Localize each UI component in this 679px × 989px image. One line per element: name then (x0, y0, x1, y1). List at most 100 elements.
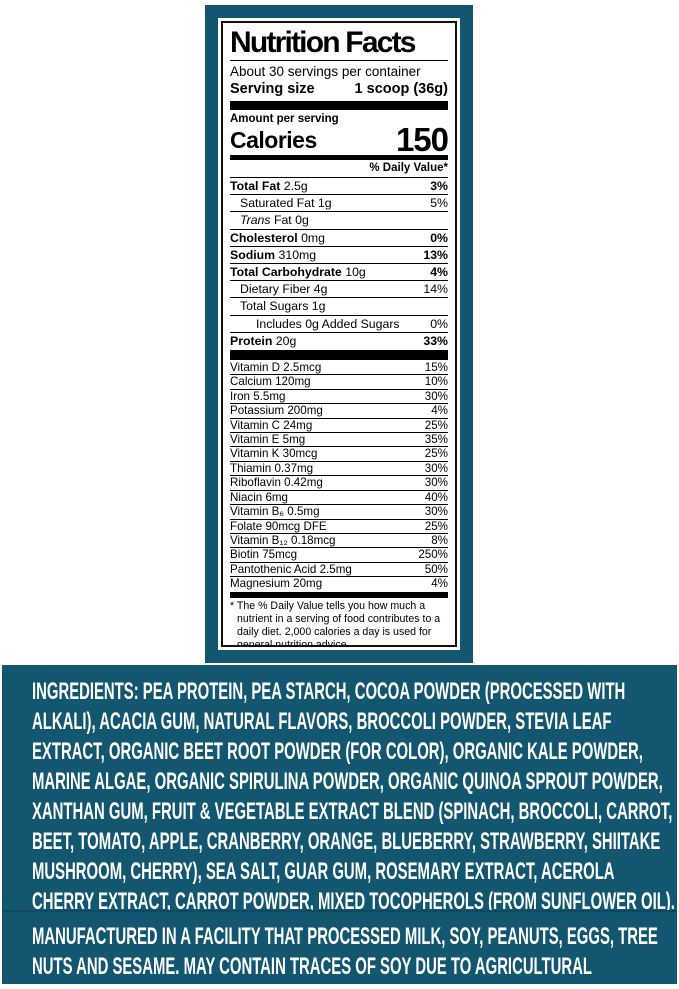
nutrient-name: Pantothenic Acid 2.5mg (230, 562, 352, 576)
nutrient-name: Vitamin B₆ 0.5mg (230, 505, 320, 519)
nutrient-row: Vitamin E 5mg 35% (230, 433, 448, 448)
nutrient-daily-value: 8% (431, 533, 448, 547)
nutrient-daily-value: 10% (424, 375, 448, 389)
nutrient-row: Calcium 120mg 10% (230, 375, 448, 390)
nutrient-name: Niacin 6mg (230, 490, 288, 504)
nutrient-name: Magnesium 20mg (230, 577, 323, 591)
nutrient-name: Vitamin C 24mg (230, 418, 313, 432)
divider-bar-medium (230, 155, 448, 160)
nutrient-daily-value: 30% (424, 476, 448, 490)
nutrient-name: Biotin 75mcg (230, 548, 298, 562)
nutrient-row: Sodium 310mg 13% (230, 247, 448, 265)
divider-bar-medium (230, 591, 448, 598)
nutrient-row: Vitamin B₁₂ 0.18mcg 8% (230, 533, 448, 549)
divider-bar-thick (230, 101, 448, 110)
daily-value-header: % Daily Value* (230, 160, 448, 178)
serving-size-value: 1 scoop (36g) (354, 81, 448, 97)
nutrient-row: Thiamin 0.37mg 30% (230, 461, 448, 477)
nutrient-name: Thiamin 0.37mg (230, 461, 314, 475)
nutrient-row: Biotin 75mcg 250% (230, 548, 448, 563)
nutrient-daily-value: 30% (424, 505, 448, 519)
amount-per-serving-label: Amount per serving (230, 113, 339, 125)
nutrient-daily-value: 15% (424, 361, 448, 375)
nutrient-daily-value: 3% (430, 179, 448, 193)
nutrient-name: Vitamin E 5mg (230, 433, 306, 447)
nutrient-row: Protein 20g 33% (230, 333, 448, 349)
nutrient-name: Saturated Fat 1g (240, 196, 332, 211)
serving-size-label: Serving size (230, 81, 315, 97)
nutrient-row: Vitamin K 30mcg 25% (230, 447, 448, 462)
nutrition-facts-label: Nutrition Facts About 30 servings per co… (221, 21, 457, 647)
nutrient-row: Vitamin D 2.5mcg 15% (230, 361, 448, 376)
servings-per-container: About 30 servings per container (230, 64, 421, 79)
micronutrient-rows: Vitamin D 2.5mcg 15% Calcium 120mg 10% Iron … (230, 361, 448, 591)
nutrient-daily-value: 0% (430, 316, 448, 331)
nutrient-row: Iron 5.5mg 30% (230, 389, 448, 405)
nutrient-daily-value: 35% (424, 433, 448, 447)
nutrient-row: Riboflavin 0.42mg 30% (230, 476, 448, 491)
nutrient-daily-value: 30% (424, 389, 448, 403)
nutrient-name: Cholesterol 0mg (230, 230, 325, 245)
nutrient-name: Iron 5.5mg (230, 389, 286, 403)
allergen-panel: MANUFACTURED IN A FACILITY THAT PROCESSE… (2, 910, 677, 984)
nutrient-row: Vitamin C 24mg 25% (230, 418, 448, 434)
nutrient-row: Total Fat 2.5g 3% (230, 178, 448, 196)
nutrition-facts-title: Nutrition Facts (230, 27, 448, 61)
nutrient-name: Potassium 200mg (230, 404, 323, 418)
nutrient-name: Calcium 120mg (230, 375, 311, 389)
nutrient-row: Total Sugars 1g (230, 298, 448, 316)
nutrient-name: Vitamin B₁₂ 0.18mcg (230, 533, 336, 547)
nutrient-daily-value: 40% (424, 490, 448, 504)
nutrient-name: Includes 0g Added Sugars (256, 316, 400, 331)
calories-value: 150 (395, 121, 449, 158)
nutrient-name: Total Sugars 1g (240, 299, 326, 314)
nutrient-name: Riboflavin 0.42mg (230, 476, 323, 490)
nutrient-name: Total Carbohydrate 10g (230, 265, 366, 280)
nutrient-row: Total Carbohydrate 10g 4% (230, 264, 448, 282)
nutrient-row: Niacin 6mg 40% (230, 490, 448, 506)
nutrient-daily-value: 25% (424, 519, 448, 533)
nutrient-daily-value: 5% (430, 196, 448, 211)
nutrient-row: Pantothenic Acid 2.5mg 50% (230, 562, 448, 578)
nutrient-daily-value: 4% (431, 404, 448, 418)
calories-label: Calories (230, 127, 317, 153)
ingredients-text: INGREDIENTS: PEA PROTEIN, PEA STARCH, CO… (32, 678, 675, 910)
nutrient-name: Sodium 310mg (230, 247, 317, 262)
nutrient-daily-value: 25% (424, 447, 448, 461)
nutrient-daily-value: 50% (424, 562, 448, 576)
nutrition-facts-inner-margin: Nutrition Facts About 30 servings per co… (218, 18, 460, 650)
nutrient-row: Includes 0g Added Sugars 0% (230, 316, 448, 333)
nutrient-name: Trans Fat 0g (240, 213, 309, 228)
daily-value-footnote: * The % Daily Value tells you how much a… (230, 599, 441, 647)
nutrient-daily-value: 33% (423, 333, 448, 348)
serving-size-row: Serving size 1 scoop (36g) (230, 80, 448, 101)
nutrient-row: Potassium 200mg 4% (230, 404, 448, 419)
nutrient-daily-value: 0% (430, 230, 448, 245)
allergen-statement-text: MANUFACTURED IN A FACILITY THAT PROCESSE… (32, 923, 658, 984)
ingredients-panel: INGREDIENTS: PEA PROTEIN, PEA STARCH, CO… (2, 665, 677, 910)
nutrient-daily-value: 4% (430, 265, 448, 280)
nutrient-name: Total Fat 2.5g (230, 179, 308, 193)
divider-bar-thick (230, 350, 448, 361)
macronutrient-rows: Total Fat 2.5g 3% Saturated Fat 1g 5% Trans … (230, 178, 448, 349)
nutrient-daily-value: 13% (423, 247, 448, 262)
nutrient-row: Folate 90mcg DFE 25% (230, 520, 448, 534)
nutrient-row: Dietary Fiber 4g 14% (230, 281, 448, 299)
nutrient-row: Cholesterol 0mg 0% (230, 230, 448, 247)
nutrient-row: Trans Fat 0g (230, 212, 448, 230)
nutrient-daily-value: 30% (424, 461, 448, 475)
nutrient-daily-value: 4% (431, 577, 448, 591)
nutrient-row: Magnesium 20mg 4% (230, 577, 448, 590)
nutrient-row: Vitamin B₆ 0.5mg 30% (230, 505, 448, 520)
nutrition-facts-panel: Nutrition Facts About 30 servings per co… (205, 5, 473, 663)
nutrient-daily-value: 25% (424, 418, 448, 432)
nutrient-daily-value: 250% (418, 548, 448, 562)
nutrient-name: Protein 20g (230, 333, 297, 348)
nutrient-name: Vitamin K 30mcg (230, 447, 318, 461)
calories-row: Calories 150 (230, 121, 449, 158)
nutrient-name: Vitamin D 2.5mcg (230, 361, 322, 375)
nutrient-daily-value: 14% (423, 282, 448, 297)
nutrient-row: Saturated Fat 1g 5% (230, 195, 448, 213)
nutrient-name: Folate 90mcg DFE (230, 519, 327, 533)
